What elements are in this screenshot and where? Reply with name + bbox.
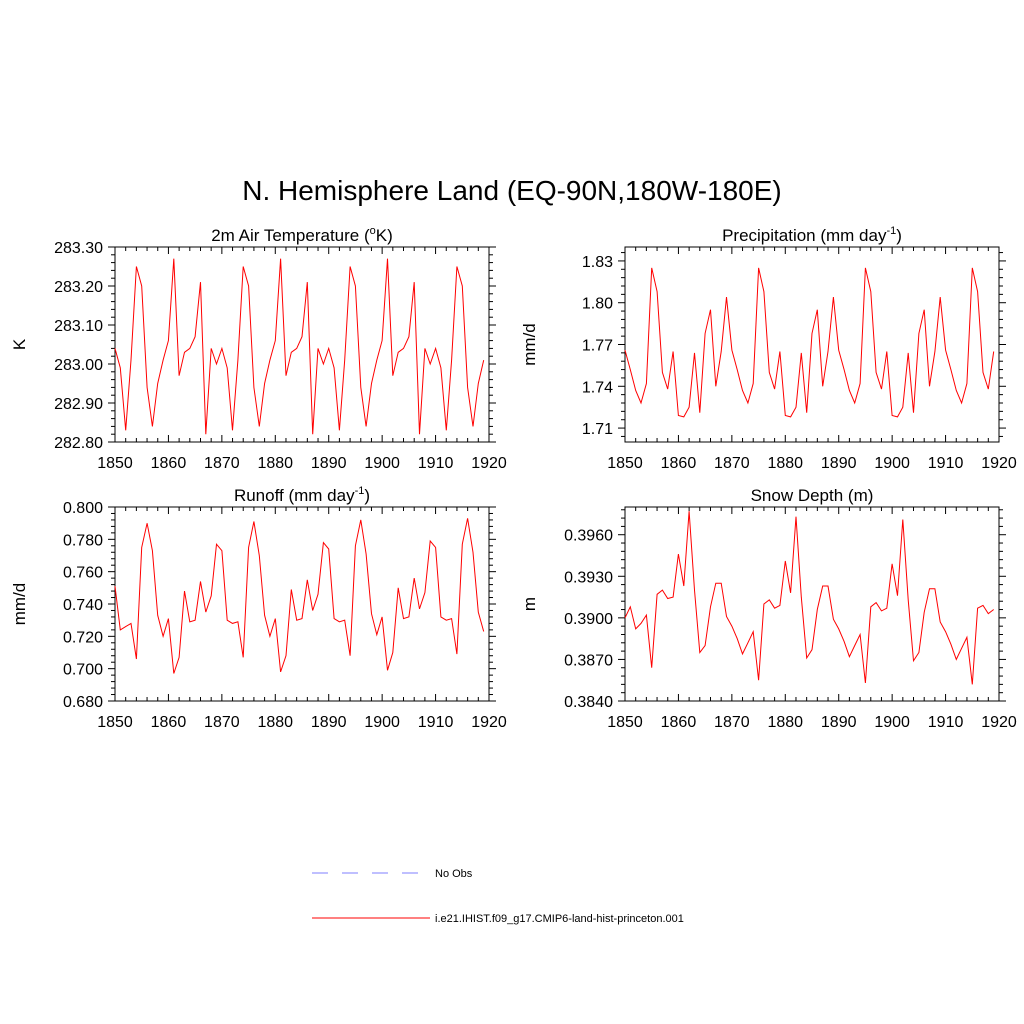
x-tick-label: 1860 (661, 714, 697, 731)
y-tick-label: 0.3870 (564, 652, 613, 669)
x-tick-label: 1880 (257, 714, 293, 731)
legend-label-model: i.e21.IHIST.f09_g17.CMIP6-land-hist-prin… (435, 913, 684, 925)
plot-frame (624, 246, 1000, 443)
x-tick-label: 1910 (418, 714, 454, 731)
x-tick-label: 1860 (151, 714, 187, 731)
x-tick-label: 1920 (981, 714, 1017, 731)
y-axis-label: K (10, 338, 29, 350)
x-tick-label: 1900 (364, 455, 400, 472)
plot-frame (114, 246, 490, 443)
y-tick-label: 282.90 (54, 396, 103, 413)
series-line-model (624, 267, 995, 418)
x-tick-label: 1860 (661, 455, 697, 472)
x-tick-label: 1880 (767, 455, 803, 472)
panel-runoff: Runoff (mm day-1) mm/d 1850 1860 1870 1880 189… (10, 485, 507, 731)
series-line-model (624, 511, 995, 685)
y-tick-label: 283.00 (54, 357, 103, 374)
x-tick-label: 1920 (981, 455, 1017, 472)
y-tick-label: 0.3840 (564, 694, 613, 711)
y-tick-label: 283.20 (54, 279, 103, 296)
x-tick-label: 1850 (97, 455, 133, 472)
x-tick-label: 1900 (364, 714, 400, 731)
plot-frame (114, 506, 490, 702)
y-tick-label: 0.780 (63, 532, 103, 549)
x-tick-label: 1860 (151, 455, 187, 472)
x-tick-label: 1850 (97, 714, 133, 731)
x-tick-label: 1890 (821, 714, 857, 731)
legend: No Obs i.e21.IHIST.f09_g17.CMIP6-land-hi… (312, 868, 684, 925)
panel-title: 2m Air Temperature (oK) (211, 225, 393, 245)
figure-title: N. Hemisphere Land (EQ-90N,180W-180E) (242, 175, 782, 206)
y-tick-label: 1.80 (582, 296, 613, 313)
y-tick-label: 0.720 (63, 629, 103, 646)
y-tick-label: 0.3930 (564, 569, 613, 586)
y-tick-label: 282.80 (54, 435, 103, 452)
y-tick-label: 0.800 (63, 500, 103, 517)
x-tick-label: 1910 (928, 455, 964, 472)
x-tick-label: 1900 (874, 714, 910, 731)
series-line-model (114, 258, 485, 435)
y-tick-label: 1.83 (582, 254, 613, 271)
panel-title: Precipitation (mm day-1) (722, 225, 902, 245)
panel-precipitation: Precipitation (mm day-1) mm/d 1850 1860 1870… (520, 225, 1017, 472)
y-tick-label: 1.71 (582, 421, 613, 438)
panels-group: 2m Air Temperature (oK) K 1850 1860 1870 1880… (10, 225, 1017, 731)
x-tick-label: 1910 (418, 455, 454, 472)
x-tick-label: 1880 (767, 714, 803, 731)
x-tick-label: 1900 (874, 455, 910, 472)
x-tick-label: 1890 (311, 714, 347, 731)
panel-snow-depth: Snow Depth (m) m 1850 1860 1870 1880 1890 1900 1… (520, 486, 1017, 731)
legend-label-no-obs: No Obs (435, 868, 473, 880)
panel-title: Snow Depth (m) (751, 486, 874, 505)
x-tick-label: 1870 (714, 455, 750, 472)
x-tick-label: 1870 (714, 714, 750, 731)
y-tick-label: 0.700 (63, 662, 103, 679)
y-tick-label: 0.3960 (564, 528, 613, 545)
y-axis-label: m (520, 597, 539, 611)
y-tick-label: 1.74 (582, 379, 613, 396)
y-axis-label: mm/d (10, 583, 29, 626)
y-axis-label: mm/d (520, 323, 539, 366)
y-tick-label: 0.760 (63, 565, 103, 582)
x-tick-label: 1870 (204, 714, 240, 731)
x-tick-label: 1870 (204, 455, 240, 472)
x-tick-label: 1850 (607, 455, 643, 472)
x-tick-label: 1880 (257, 455, 293, 472)
y-tick-label: 0.3900 (564, 611, 613, 628)
x-tick-label: 1890 (821, 455, 857, 472)
y-tick-label: 1.77 (582, 338, 613, 355)
x-tick-label: 1910 (928, 714, 964, 731)
plot-frame (624, 506, 1000, 702)
x-tick-label: 1920 (471, 714, 507, 731)
panel-title: Runoff (mm day-1) (234, 485, 370, 505)
x-tick-label: 1920 (471, 455, 507, 472)
series-line-model (114, 518, 485, 674)
y-tick-label: 0.680 (63, 694, 103, 711)
y-tick-label: 283.10 (54, 318, 103, 335)
y-tick-label: 283.30 (54, 240, 103, 257)
panel-air-temperature: 2m Air Temperature (oK) K 1850 1860 1870 1880… (10, 225, 507, 472)
x-tick-label: 1890 (311, 455, 347, 472)
x-tick-label: 1850 (607, 714, 643, 731)
y-tick-label: 0.740 (63, 597, 103, 614)
